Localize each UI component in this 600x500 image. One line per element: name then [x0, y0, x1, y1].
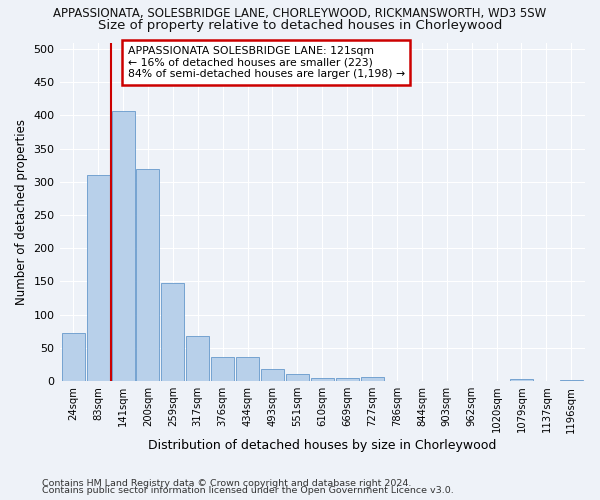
Bar [361, 377, 383, 381]
Bar [336, 378, 359, 381]
Bar [560, 380, 583, 381]
Bar [311, 378, 334, 381]
Bar [286, 374, 309, 381]
Bar [236, 357, 259, 381]
Bar [161, 282, 184, 381]
Bar [112, 111, 134, 381]
Text: Contains public sector information licensed under the Open Government Licence v3: Contains public sector information licen… [42, 486, 454, 495]
Bar [186, 336, 209, 381]
Text: Contains HM Land Registry data © Crown copyright and database right 2024.: Contains HM Land Registry data © Crown c… [42, 478, 412, 488]
Text: Size of property relative to detached houses in Chorleywood: Size of property relative to detached ho… [98, 18, 502, 32]
Bar [510, 379, 533, 381]
Bar [261, 369, 284, 381]
Text: APPASSIONATA, SOLESBRIDGE LANE, CHORLEYWOOD, RICKMANSWORTH, WD3 5SW: APPASSIONATA, SOLESBRIDGE LANE, CHORLEYW… [53, 8, 547, 20]
Bar [86, 175, 110, 381]
Y-axis label: Number of detached properties: Number of detached properties [15, 118, 28, 304]
Text: APPASSIONATA SOLESBRIDGE LANE: 121sqm
← 16% of detached houses are smaller (223): APPASSIONATA SOLESBRIDGE LANE: 121sqm ← … [128, 46, 405, 79]
Bar [211, 357, 234, 381]
Bar [136, 168, 160, 381]
X-axis label: Distribution of detached houses by size in Chorleywood: Distribution of detached houses by size … [148, 440, 496, 452]
Bar [62, 332, 85, 381]
